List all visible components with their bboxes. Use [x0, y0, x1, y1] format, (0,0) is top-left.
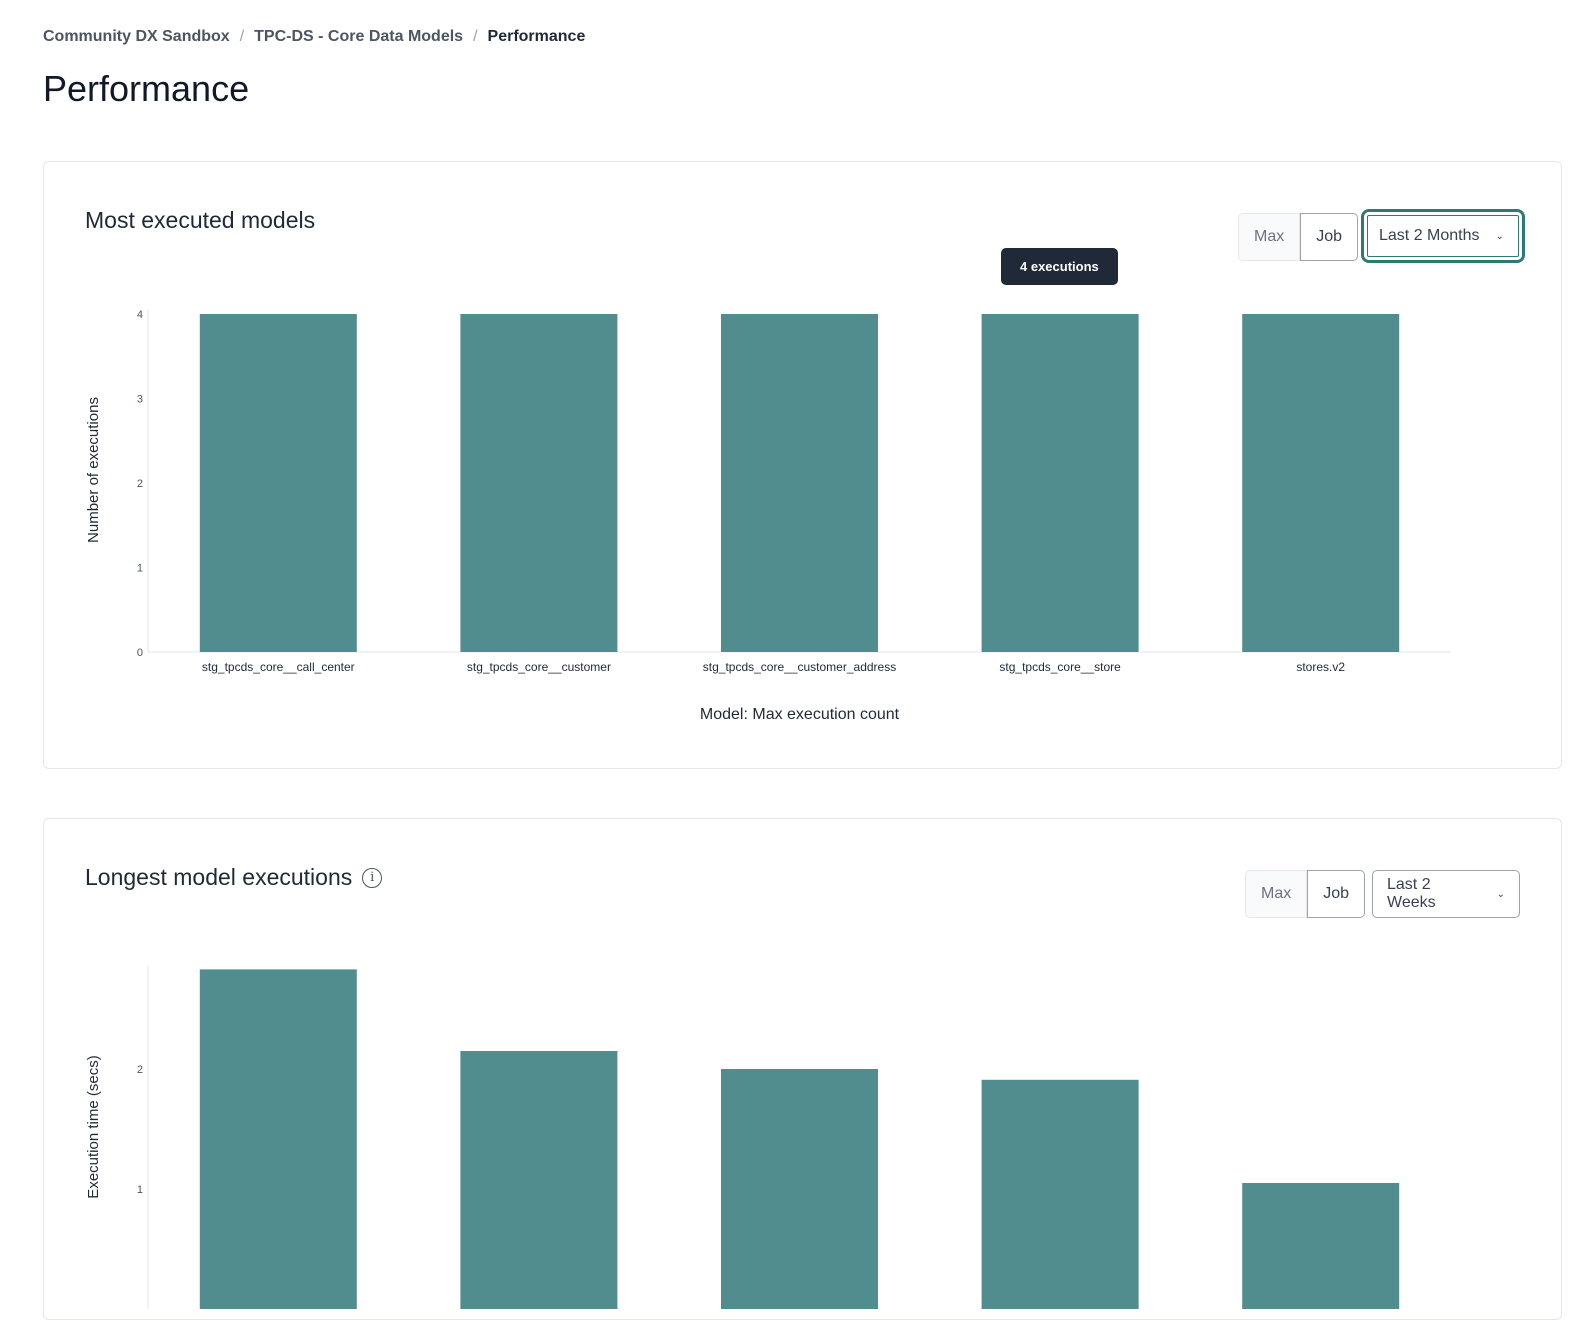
- card-title-text: Most executed models: [85, 207, 316, 233]
- bar: [721, 314, 878, 652]
- page-title: Performance: [43, 68, 250, 109]
- longest-model-executions-card: Longest model executions i Max Job Last 2…: [43, 818, 1562, 1320]
- card-title: Most executed models: [85, 207, 315, 234]
- y-tick-label: 1: [137, 563, 143, 575]
- y-axis-label: Execution time (secs): [85, 1055, 102, 1198]
- chevron-down-icon: ⌄: [1496, 888, 1505, 900]
- bar: [460, 314, 618, 652]
- breadcrumb-separator: /: [473, 28, 478, 45]
- max-toggle-button[interactable]: Max: [1245, 870, 1308, 918]
- breadcrumb: Community DX Sandbox / TPC-DS - Core Dat…: [43, 28, 585, 46]
- date-range-select[interactable]: Last 2 Months ⌄: [1364, 212, 1522, 260]
- job-toggle-button[interactable]: Job: [1300, 213, 1359, 261]
- card-title: Longest model executions i: [85, 864, 383, 891]
- bar: [981, 1079, 1139, 1309]
- x-tick-label: stg_tpcds_core__store: [999, 660, 1121, 674]
- date-range-select[interactable]: Last 2 Weeks ⌄: [1372, 870, 1520, 918]
- breadcrumb-current: Performance: [487, 28, 586, 45]
- chevron-down-icon: ⌄: [1495, 230, 1504, 242]
- bar: [1242, 1183, 1400, 1309]
- job-toggle-button[interactable]: Job: [1307, 870, 1366, 918]
- card-title-text: Longest model executions: [85, 864, 353, 890]
- date-range-value: Last 2 Weeks: [1387, 876, 1436, 911]
- most-executed-models-card: Most executed models Max Job Last 2 Mont…: [43, 161, 1562, 769]
- x-tick-label: stg_tpcds_core__customer: [467, 660, 611, 674]
- bar-tooltip: 4 executions: [1001, 248, 1118, 285]
- x-tick-label: stores.v2: [1296, 660, 1345, 674]
- y-tick-label: 1: [137, 1184, 143, 1196]
- bar: [981, 314, 1139, 652]
- info-icon[interactable]: i: [362, 867, 383, 888]
- breadcrumb-project[interactable]: TPC-DS - Core Data Models: [254, 28, 464, 45]
- x-tick-label: stg_tpcds_core__customer_address: [703, 660, 896, 674]
- metric-toggle: Max Job: [1245, 870, 1366, 918]
- bar: [199, 314, 357, 652]
- y-tick-label: 4: [137, 309, 143, 321]
- date-range-value: Last 2 Months: [1379, 227, 1480, 244]
- executions-bar-chart: 0 1 2 3 4 stg_tpcds_core__call_center stg_tpcd…: [85, 309, 1451, 723]
- y-tick-label: 2: [137, 1064, 143, 1076]
- breadcrumb-workspace[interactable]: Community DX Sandbox: [43, 28, 230, 45]
- bar: [1242, 314, 1400, 652]
- metric-toggle: Max Job: [1238, 213, 1359, 261]
- x-axis-label: Model: Max execution count: [700, 706, 900, 723]
- y-tick-label: 0: [137, 647, 143, 659]
- execution-time-bar-chart: 1 2 Execution time (secs): [85, 966, 1400, 1309]
- breadcrumb-separator: /: [239, 28, 245, 45]
- x-tick-label: stg_tpcds_core__call_center: [202, 660, 355, 674]
- y-tick-label: 3: [137, 394, 143, 406]
- bar: [721, 1069, 878, 1309]
- bar: [199, 969, 357, 1309]
- y-axis-label: Number of executions: [85, 397, 102, 543]
- y-tick-label: 2: [137, 478, 143, 490]
- max-toggle-button[interactable]: Max: [1238, 213, 1301, 261]
- bar: [460, 1051, 618, 1309]
